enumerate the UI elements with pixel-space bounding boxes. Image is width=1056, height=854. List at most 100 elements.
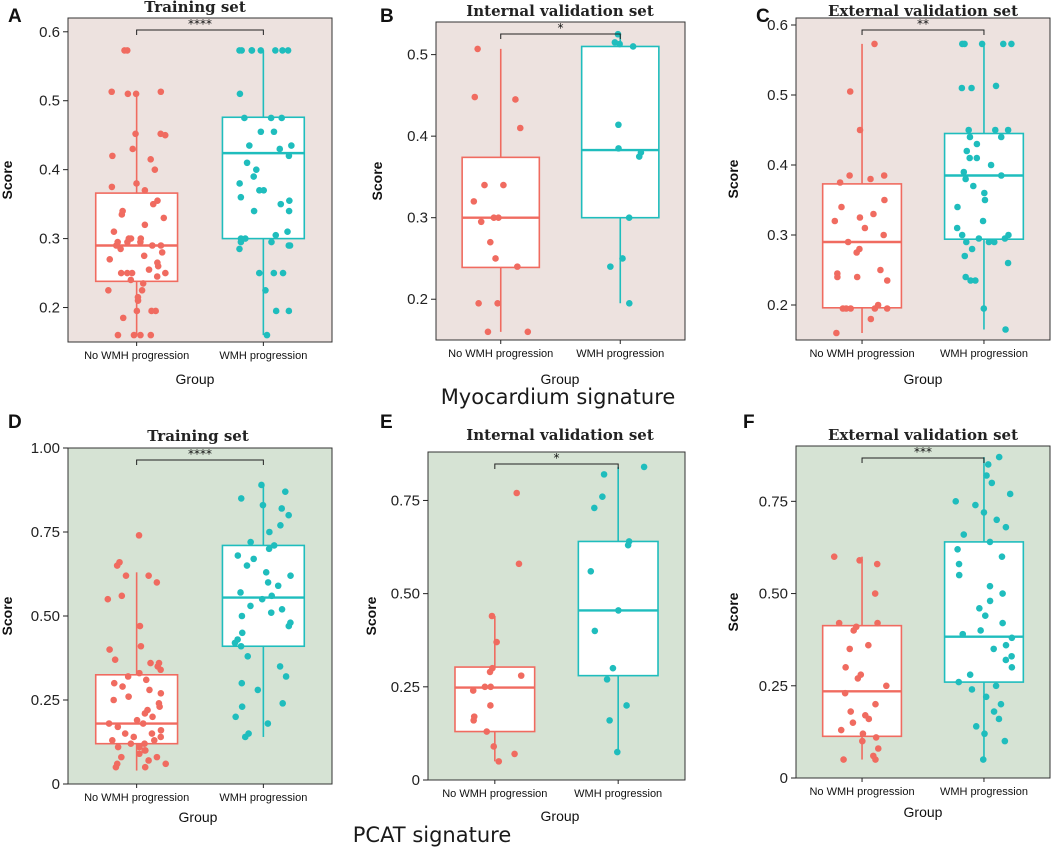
significance-bracket-d [136, 459, 264, 465]
data-point-a [272, 47, 279, 54]
data-point-c [856, 126, 864, 134]
data-point-d [244, 653, 252, 660]
data-point-b [490, 214, 498, 221]
data-point-a [128, 269, 136, 277]
panel-f: F External validation set 0 0.25 0.50 0.75 Sco… [725, 412, 1051, 820]
data-point-a [270, 128, 278, 136]
y-axis-label-c: Score [725, 159, 741, 198]
data-point-c [990, 238, 998, 246]
data-point-d [109, 737, 116, 744]
data-point-c [991, 126, 999, 134]
data-point-a [268, 238, 275, 246]
data-point-d [258, 481, 265, 489]
data-point-d [141, 740, 148, 747]
box-a [221, 116, 306, 240]
data-point-c [966, 154, 973, 162]
data-point-c [999, 40, 1007, 48]
data-point-e [609, 664, 617, 672]
data-point-f [986, 582, 994, 590]
data-point-b [494, 300, 501, 307]
y-tick-label-f: 0 [780, 770, 788, 787]
data-point-f [856, 557, 863, 564]
data-point-d [264, 579, 272, 586]
data-point-f [847, 708, 855, 715]
data-point-d [238, 703, 246, 711]
data-point-a [108, 183, 116, 191]
y-tick-label-c: 0.2 [767, 297, 788, 314]
data-point-a [267, 114, 275, 122]
data-point-d [111, 656, 119, 663]
data-point-f [861, 711, 869, 719]
data-point-e [495, 758, 503, 765]
data-point-c [963, 147, 971, 155]
data-point-d [150, 737, 158, 744]
data-point-a [286, 197, 293, 204]
data-point-f [993, 516, 1001, 524]
data-point-a [138, 286, 146, 294]
data-point-a [236, 245, 243, 253]
x-axis-label-d: Group [179, 809, 218, 825]
y-tick-label-c: 0.4 [767, 157, 788, 174]
data-point-c [962, 273, 969, 281]
data-point-d [121, 730, 129, 737]
data-point-f [990, 645, 997, 653]
data-point-a [262, 286, 269, 294]
data-point-f [955, 678, 963, 686]
data-point-d [281, 488, 289, 495]
data-point-f [959, 630, 967, 638]
panel-label-e: E [380, 412, 393, 433]
data-point-d [133, 716, 141, 724]
data-point-a [149, 242, 156, 249]
data-point-a [250, 207, 258, 215]
data-point-f [1002, 641, 1010, 649]
data-point-e [591, 504, 598, 512]
y-tick-label-b: 0.4 [407, 128, 428, 145]
data-point-c [968, 245, 976, 253]
data-point-a [137, 331, 144, 339]
data-point-c [992, 82, 1000, 90]
data-point-f [830, 553, 838, 560]
data-point-d [157, 689, 165, 697]
data-point-d [145, 757, 152, 764]
data-point-a [141, 187, 149, 194]
data-point-f [870, 752, 877, 760]
data-point-b [615, 121, 622, 129]
data-point-c [838, 203, 845, 211]
data-point-a [134, 293, 142, 301]
data-point-a [147, 331, 155, 339]
y-tick-label-f: 0.75 [759, 493, 788, 510]
data-point-d [237, 642, 245, 650]
data-point-d [118, 753, 125, 761]
data-point-c [846, 172, 853, 179]
data-point-a [154, 197, 161, 204]
data-point-d [258, 595, 266, 603]
y-tick-label-b: 0.3 [407, 210, 428, 227]
chart-title-d: Training set [147, 427, 249, 445]
data-point-a [127, 235, 135, 242]
data-point-e [614, 748, 621, 756]
data-point-a [236, 47, 243, 54]
data-point-f [873, 560, 881, 568]
data-point-c [985, 238, 993, 246]
data-point-c [877, 266, 884, 274]
significance-label-e: * [554, 451, 560, 465]
y-tick-label-f: 0.25 [759, 678, 788, 695]
data-point-c [998, 172, 1005, 179]
data-point-d [287, 572, 294, 579]
data-point-a [284, 228, 291, 236]
data-point-d [254, 686, 262, 694]
x-tick-label-a: WMH progression [219, 350, 307, 362]
data-point-a [285, 152, 293, 160]
data-point-e [513, 489, 521, 497]
data-point-c [967, 277, 974, 284]
y-tick-label-a: 0.3 [39, 231, 60, 248]
data-point-f [999, 619, 1006, 627]
data-point-d [136, 622, 144, 630]
significance-label-c: ** [917, 17, 929, 31]
x-axis-label-a: Group [176, 371, 215, 387]
data-point-d [157, 733, 165, 741]
data-point-b [611, 39, 619, 46]
data-point-a [257, 47, 265, 54]
data-point-d [149, 713, 156, 721]
box-b [461, 156, 541, 269]
